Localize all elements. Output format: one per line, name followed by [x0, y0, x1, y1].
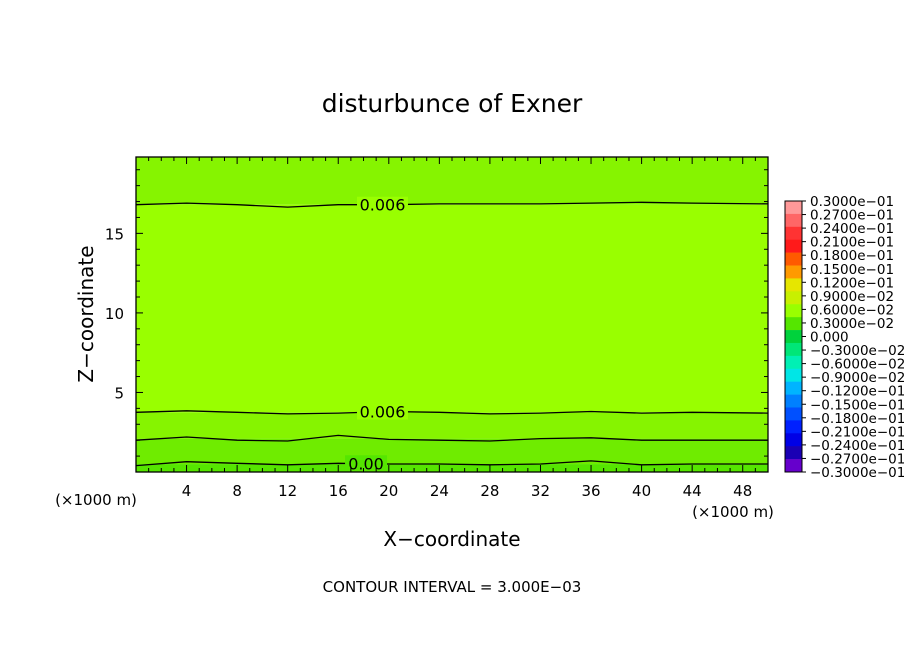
x-tick-label: 28	[480, 482, 499, 500]
colorbar-swatch	[785, 317, 802, 331]
colorbar-label: −0.2100e−01	[810, 424, 904, 440]
colorbar-swatch	[785, 291, 802, 305]
x-tick-label: 8	[232, 482, 242, 500]
colorbar-swatch	[785, 304, 802, 318]
colorbar-label: 0.9000e−02	[810, 289, 894, 305]
contour-label-bg-3	[345, 455, 388, 472]
colorbar-label: −0.2400e−01	[810, 438, 904, 454]
colorbar-label: 0.1200e−01	[810, 275, 894, 291]
x-axis-unit-right: (×1000 m)	[692, 503, 774, 521]
contour-line-1	[135, 410, 769, 415]
contour-label-bg-0	[356, 196, 408, 213]
x-tick-label: 48	[733, 482, 752, 500]
y-tick-label: 5	[114, 384, 124, 402]
x-axis-label: X−coordinate	[383, 527, 520, 551]
colorbar-label: 0.3000e−02	[810, 316, 894, 332]
colorbar-swatch	[785, 394, 802, 408]
colorbar-label: −0.1500e−01	[810, 397, 904, 413]
colorbar-swatch	[785, 459, 802, 473]
colorbar-swatch	[785, 433, 802, 447]
fill-band-1	[136, 438, 768, 465]
colorbar-label: −0.1800e−01	[810, 411, 904, 427]
contour-line-3	[135, 460, 768, 467]
x-tick-label: 16	[329, 482, 348, 500]
colorbar-label: 0.1500e−01	[810, 262, 894, 278]
colorbar-swatch	[785, 226, 802, 241]
y-tick-label: 10	[105, 305, 124, 323]
colorbar-swatch	[785, 265, 802, 279]
x-tick-label: 40	[632, 482, 651, 500]
colorbar-swatch	[785, 368, 802, 382]
colorbar-swatch	[785, 381, 802, 395]
chart-title: disturbunce of Exner	[322, 89, 583, 118]
colorbar-swatch	[785, 355, 802, 370]
colorbar-label: 0.3000e−01	[810, 194, 894, 210]
y-axis-label: Z−coordinate	[74, 245, 98, 382]
colorbar-label: 0.1800e−01	[810, 248, 894, 264]
colorbar-swatch	[785, 201, 802, 215]
colorbar-label: −0.3000e−01	[810, 465, 904, 481]
fill-band-4	[136, 157, 768, 205]
colorbar-label: −0.6000e−02	[810, 357, 904, 373]
x-tick-label: 4	[182, 482, 192, 500]
colorbar-swatch	[785, 407, 802, 421]
colorbar-swatch	[785, 446, 802, 460]
colorbar-label: −0.9000e−02	[810, 370, 904, 386]
y-axis: 5 10 15	[105, 169, 768, 457]
y-tick-label: 15	[105, 225, 124, 243]
fill-band-3	[136, 204, 768, 413]
colorbar-label: −0.3000e−02	[810, 343, 904, 359]
colorbar-label: −0.1200e−01	[810, 384, 904, 400]
contour-line-2	[135, 434, 768, 442]
x-tick-label: 32	[531, 482, 550, 500]
colorbar-label: 0.2700e−01	[810, 208, 894, 224]
colorbar-swatch	[785, 213, 802, 228]
x-tick-label: 24	[430, 482, 449, 500]
x-axis-unit-left: (×1000 m)	[55, 491, 137, 509]
colorbar-legend: 0.3000e−010.2700e−010.2400e−010.2100e−01…	[784, 194, 904, 481]
colorbar-label: 0.2400e−01	[810, 221, 894, 237]
contour-lines: 0.006 0.006 0.00	[135, 196, 769, 473]
x-tick-label: 20	[379, 482, 398, 500]
x-axis: 4 8 12 16 20 24 28 32 36 40 44 48	[148, 157, 756, 500]
colorbar-label: 0.6000e−02	[810, 302, 894, 318]
x-tick-label: 12	[278, 482, 297, 500]
plot-area	[136, 157, 768, 472]
colorbar-label: 0.2100e−01	[810, 235, 894, 251]
colorbar-label: 0.000	[810, 330, 849, 346]
colorbar-swatch	[785, 330, 802, 344]
colorbar-swatch	[785, 420, 802, 434]
colorbar-swatch	[785, 278, 802, 292]
x-tick-label: 44	[683, 482, 702, 500]
colorbar-swatch	[785, 252, 802, 266]
fill-band-2	[136, 412, 768, 439]
contour-label-bg-1	[356, 403, 408, 420]
colorbar-swatch	[785, 239, 802, 253]
colorbar-swatch	[785, 342, 802, 357]
contour-label-1: 0.006	[360, 403, 406, 422]
contour-interval-note: CONTOUR INTERVAL = 3.000E−03	[323, 578, 582, 596]
colorbar-label: −0.2700e−01	[810, 451, 904, 467]
contour-label-3: 0.00	[348, 454, 384, 473]
contour-label-0: 0.006	[360, 196, 406, 215]
contour-line-0	[135, 201, 769, 208]
x-tick-label: 36	[581, 482, 600, 500]
